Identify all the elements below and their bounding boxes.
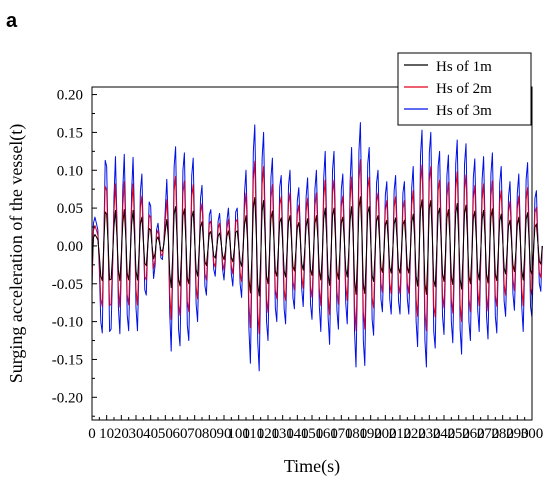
x-tick-label: 200	[374, 426, 397, 442]
x-axis: 0 10 20 30 40 50 60 70 80 90100110120130140150160…	[88, 415, 543, 442]
x-tick-label: 290	[506, 426, 529, 442]
y-axis-label: Surging acceleration of the vessel(t)	[6, 124, 27, 384]
x-tick-label: 160	[315, 426, 338, 442]
legend: Hs of 1m Hs of 2m Hs of 3m	[397, 52, 532, 126]
x-tick-label: 80	[202, 426, 217, 442]
x-tick-label: 230	[418, 426, 441, 442]
x-tick-label: 60	[173, 426, 188, 442]
x-tick-label: 20	[114, 426, 129, 442]
x-tick-label: 190	[359, 426, 382, 442]
y-tick-label: 0.05	[57, 201, 83, 217]
y-tick-label: -0.20	[52, 390, 83, 406]
x-tick-label: 260	[462, 426, 485, 442]
x-tick-label: 250	[447, 426, 470, 442]
y-tick-label: 0.10	[57, 163, 83, 179]
x-tick-label: 70	[187, 426, 202, 442]
x-tick-label: 140	[286, 426, 309, 442]
y-tick-label: 0.00	[57, 239, 83, 255]
x-tick-label: 10	[99, 426, 114, 442]
y-tick-label: -0.05	[52, 277, 83, 293]
x-tick-label: 130	[271, 426, 294, 442]
x-tick-label: 300	[521, 426, 544, 442]
x-tick-label: 110	[242, 426, 264, 442]
plot-frame	[91, 86, 533, 421]
y-tick-label: 0.15	[57, 125, 83, 141]
x-axis-label: Time(s)	[284, 456, 340, 477]
legend-label: Hs of 1m	[436, 59, 492, 75]
x-tick-label: 270	[477, 426, 500, 442]
x-tick-label: 90	[217, 426, 232, 442]
x-tick-label: 150	[301, 426, 324, 442]
series-line-1	[91, 196, 543, 297]
x-tick-label: 170	[330, 426, 353, 442]
series-layer	[91, 122, 543, 372]
x-tick-label: 180	[345, 426, 368, 442]
x-tick-label: 240	[433, 426, 456, 442]
legend-label: Hs of 3m	[436, 103, 492, 119]
legend-label: Hs of 2m	[436, 81, 492, 97]
x-tick-label: 40	[143, 426, 158, 442]
x-tick-label: 210	[389, 426, 412, 442]
y-tick-label: -0.10	[52, 315, 83, 331]
x-tick-label: 120	[257, 426, 280, 442]
x-tick-label: 100	[227, 426, 250, 442]
y-axis: 0.20 0.15 0.10 0.05 0.00 -0.05 -0.10 -0.15 -0.20	[52, 88, 97, 417]
series-line-3	[91, 122, 543, 372]
y-tick-label: -0.15	[52, 352, 83, 368]
x-tick-label: 50	[158, 426, 173, 442]
y-tick-label: 0.20	[57, 88, 83, 104]
x-tick-label: 220	[403, 426, 426, 442]
x-tick-label: 0	[88, 426, 96, 442]
x-tick-label: 30	[129, 426, 144, 442]
x-tick-label: 280	[491, 426, 514, 442]
panel-label: a	[6, 10, 18, 32]
